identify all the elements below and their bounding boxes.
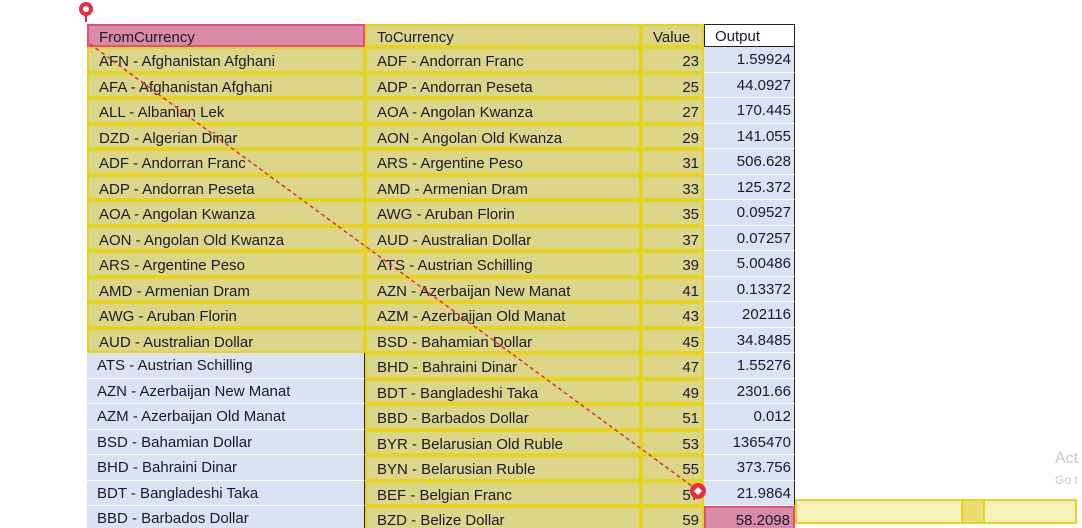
table-cell[interactable]: 1.59924 <box>704 47 795 73</box>
table-cell[interactable]: 58.2098 <box>704 506 795 528</box>
table-cell[interactable]: BDT - Bangladeshi Taka <box>365 378 641 404</box>
table-cell[interactable]: AOA - Angolan Kwanza <box>87 200 365 226</box>
table-cell[interactable]: ARS - Argentine Peso <box>87 251 365 277</box>
table-cell[interactable]: AZM - Azerbaijan Old Manat <box>365 302 641 328</box>
table-cell[interactable]: 47 <box>641 353 704 379</box>
table-cell[interactable]: 53 <box>641 429 704 455</box>
table-cell[interactable]: BYR - Belarusian Old Ruble <box>365 429 641 455</box>
table-cell[interactable]: AUD - Australian Dollar <box>365 225 641 251</box>
table-cell[interactable]: AFN - Afghanistan Afghani <box>87 47 365 73</box>
table-cell[interactable]: ADP - Andorran Peseta <box>365 72 641 98</box>
table-cell[interactable]: 170.445 <box>704 98 795 124</box>
table-cell[interactable]: AOA - Angolan Kwanza <box>365 98 641 124</box>
table-cell[interactable]: 0.012 <box>704 404 795 430</box>
table-cell[interactable]: 141.055 <box>704 123 795 149</box>
table-cell[interactable]: DZD - Algerian Dinar <box>87 123 365 149</box>
table-cell[interactable]: 202116 <box>704 302 795 328</box>
table-cell[interactable]: 0.07257 <box>704 225 795 251</box>
table-cell[interactable]: 125.372 <box>704 174 795 200</box>
header-cell[interactable]: FromCurrency <box>87 24 365 47</box>
table-cell[interactable]: 55 <box>641 455 704 481</box>
highlight-box <box>961 499 985 524</box>
table-cell[interactable]: 27 <box>641 98 704 124</box>
table-cell[interactable]: AWG - Aruban Florin <box>87 302 365 328</box>
table-cell[interactable]: 1365470 <box>704 429 795 455</box>
table-cell[interactable]: AZM - Azerbaijan Old Manat <box>87 404 365 430</box>
table-cell[interactable]: ADF - Andorran Franc <box>87 149 365 175</box>
watermark: Go t <box>1055 473 1078 487</box>
table-cell[interactable]: AZN - Azerbaijan New Manat <box>365 276 641 302</box>
table-cell[interactable]: 0.13372 <box>704 276 795 302</box>
table-cell[interactable]: BHD - Bahraini Dinar <box>365 353 641 379</box>
table-cell[interactable]: BZD - Belize Dollar <box>365 506 641 528</box>
table-cell[interactable]: 2301.66 <box>704 378 795 404</box>
table-cell[interactable]: BYN - Belarusian Ruble <box>365 455 641 481</box>
start-marker <box>79 2 93 22</box>
table-cell[interactable]: ALL - Albanian Lek <box>87 98 365 124</box>
header-cell[interactable]: Output <box>704 24 795 47</box>
table-cell[interactable]: AWG - Aruban Florin <box>365 200 641 226</box>
table-cell[interactable]: AMD - Armenian Dram <box>87 276 365 302</box>
table-cell[interactable]: 23 <box>641 47 704 73</box>
table-cell[interactable]: AFA - Afghanistan Afghani <box>87 72 365 98</box>
table-cell[interactable]: 59 <box>641 506 704 528</box>
table-cell[interactable]: 506.628 <box>704 149 795 175</box>
table-cell[interactable]: 45 <box>641 327 704 353</box>
table-cell[interactable]: AZN - Azerbaijan New Manat <box>87 378 365 404</box>
table-cell[interactable]: 373.756 <box>704 455 795 481</box>
table-cell[interactable]: ADP - Andorran Peseta <box>87 174 365 200</box>
table-cell[interactable]: 34.8485 <box>704 327 795 353</box>
table-cell[interactable]: 44.0927 <box>704 72 795 98</box>
table-cell[interactable]: 57 <box>641 480 704 506</box>
table-cell[interactable]: 0.09527 <box>704 200 795 226</box>
table-cell[interactable]: 29 <box>641 123 704 149</box>
table-cell[interactable]: BSD - Bahamian Dollar <box>365 327 641 353</box>
header-cell[interactable]: ToCurrency <box>365 24 641 47</box>
table-cell[interactable]: BHD - Bahraini Dinar <box>87 455 365 481</box>
table-cell[interactable]: BSD - Bahamian Dollar <box>87 429 365 455</box>
table-cell[interactable]: 25 <box>641 72 704 98</box>
table-cell[interactable]: 21.9864 <box>704 480 795 506</box>
table-cell[interactable]: 49 <box>641 378 704 404</box>
table-cell[interactable]: 39 <box>641 251 704 277</box>
table-cell[interactable]: AON - Angolan Old Kwanza <box>87 225 365 251</box>
table-cell[interactable]: ATS - Austrian Schilling <box>365 251 641 277</box>
table-cell[interactable]: ADF - Andorran Franc <box>365 47 641 73</box>
table-cell[interactable]: BBD - Barbados Dollar <box>87 506 365 528</box>
table-cell[interactable]: 43 <box>641 302 704 328</box>
table-cell[interactable]: 35 <box>641 200 704 226</box>
table-cell[interactable]: 33 <box>641 174 704 200</box>
table-cell[interactable]: AUD - Australian Dollar <box>87 327 365 353</box>
table-cell[interactable]: AON - Angolan Old Kwanza <box>365 123 641 149</box>
table-cell[interactable]: 37 <box>641 225 704 251</box>
watermark: Act <box>1055 450 1079 467</box>
header-cell[interactable]: Value <box>641 24 704 47</box>
table-cell[interactable]: 41 <box>641 276 704 302</box>
table-cell[interactable]: ATS - Austrian Schilling <box>87 353 365 379</box>
table-cell[interactable]: 31 <box>641 149 704 175</box>
table-cell[interactable]: BDT - Bangladeshi Taka <box>87 480 365 506</box>
highlight-bar <box>795 499 1077 524</box>
table-cell[interactable]: 51 <box>641 404 704 430</box>
table-cell[interactable]: AMD - Armenian Dram <box>365 174 641 200</box>
table-cell[interactable]: BBD - Barbados Dollar <box>365 404 641 430</box>
table-cell[interactable]: 1.55276 <box>704 353 795 379</box>
table-cell[interactable]: ARS - Argentine Peso <box>365 149 641 175</box>
table-cell[interactable]: BEF - Belgian Franc <box>365 480 641 506</box>
table-cell[interactable]: 5.00486 <box>704 251 795 277</box>
